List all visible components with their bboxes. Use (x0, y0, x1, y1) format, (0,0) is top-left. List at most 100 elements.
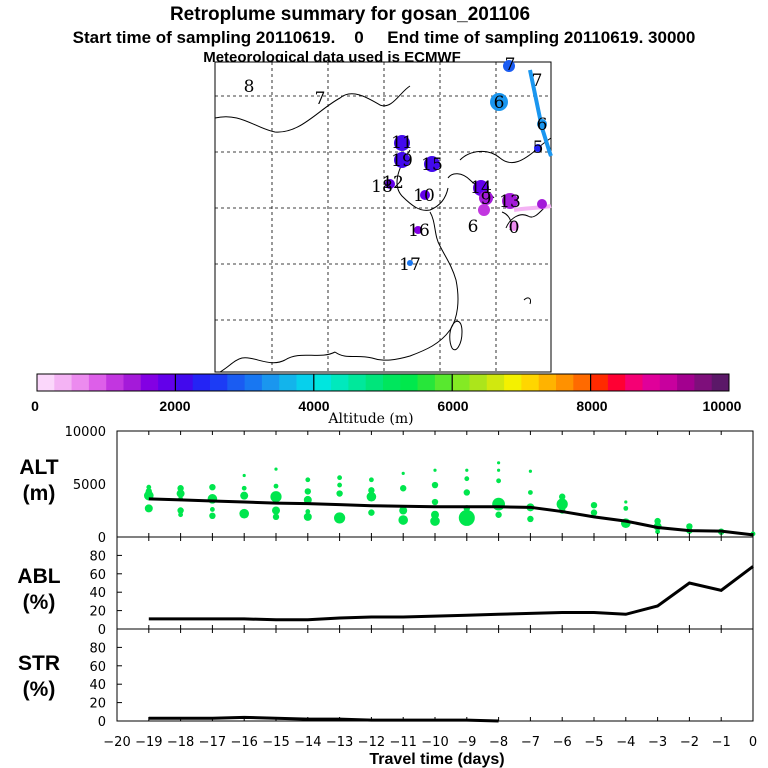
x-tick-label: −8 (489, 735, 508, 750)
x-tick-label: −16 (230, 735, 257, 750)
colorbar-swatch (140, 374, 159, 391)
colorbar-swatch (313, 374, 332, 391)
colorbar-swatch (158, 374, 176, 391)
alt-ytick: 0 (98, 531, 106, 546)
colorbar-swatch (192, 374, 211, 391)
colorbar-swatch (556, 374, 574, 391)
map-panel: 8 7 7 7 6 6 5 11 19 15 18 12 10 14 9 13 … (214, 55, 553, 373)
colorbar-swatch (296, 374, 315, 391)
colorbar-swatch (244, 374, 263, 391)
colorbar-swatch (711, 374, 730, 391)
colorbar-swatch (573, 374, 592, 391)
abl-ytick: 20 (89, 605, 106, 620)
alt-point (559, 493, 566, 500)
alt-scatter (144, 461, 756, 537)
plume-label: 17 (399, 255, 421, 275)
alt-point (242, 473, 246, 478)
plume-label: 5 (533, 138, 544, 158)
colorbar-swatch (452, 374, 470, 391)
str-ytick: 80 (89, 641, 106, 656)
colorbar-swatch (538, 374, 557, 391)
alt-point (337, 475, 342, 481)
x-tick-label: −17 (199, 735, 226, 750)
colorbar-swatch (659, 374, 678, 391)
alt-point (623, 505, 629, 511)
colorbar-swatch (227, 374, 246, 391)
colorbar-swatch (677, 374, 695, 391)
colorbar-swatch (383, 374, 401, 391)
alt-point (624, 500, 628, 504)
abl-ytick: 60 (89, 568, 106, 583)
colorbar-swatch (365, 374, 384, 391)
alt-point (433, 468, 437, 472)
alt-point (176, 489, 185, 498)
alt-point (334, 512, 346, 524)
colorbar-swatch (486, 374, 505, 391)
abl-unit: (%) (23, 591, 56, 614)
abl-line (148, 565, 754, 622)
plume-label: 7 (505, 55, 516, 75)
alt-point (240, 491, 249, 500)
colorbar-swatch (88, 374, 107, 391)
str-ytick: 40 (89, 678, 106, 693)
colorbar-swatch (434, 374, 453, 391)
plume-label: 18 (371, 177, 393, 197)
plume-label: 14 (470, 178, 492, 198)
plume-label: 11 (391, 133, 413, 153)
alt-point (528, 469, 533, 473)
abl-yticks: 80 60 40 20 0 (89, 549, 122, 638)
alt-point (497, 468, 501, 472)
alt-median-line (148, 497, 754, 537)
trajectory-paths (385, 60, 553, 266)
colorbar-swatch (37, 374, 55, 391)
abl-ytick: 0 (98, 623, 106, 638)
x-axis-label: Travel time (days) (369, 751, 504, 768)
plume-label: 12 (382, 173, 404, 193)
colorbar-swatch (175, 374, 194, 391)
alt-point (556, 498, 568, 510)
x-tick-label: −15 (262, 735, 289, 750)
alt-point (305, 477, 311, 483)
alt-point (274, 467, 278, 471)
alt-point (492, 497, 505, 511)
alt-point (209, 512, 216, 519)
alt-point (590, 509, 598, 516)
colorbar-tick: 0 (31, 398, 39, 414)
alt-point (401, 471, 405, 475)
x-tick-label: −13 (326, 735, 353, 750)
colorbar-swatch (590, 374, 609, 391)
x-tick-label: −3 (648, 735, 667, 750)
x-tick-label: −14 (294, 735, 321, 750)
abl-label: ABL (17, 565, 60, 588)
alt-point (431, 481, 439, 489)
alt-point (368, 487, 375, 494)
x-tick-label: −11 (389, 735, 416, 750)
colorbar-swatch (607, 374, 626, 391)
str-ytick: 60 (89, 660, 106, 675)
alt-point (177, 507, 184, 514)
colorbar-swatch (417, 374, 436, 391)
alt-point (144, 504, 153, 513)
x-tick-label: 0 (749, 735, 757, 750)
colorbar-swatch (261, 374, 280, 391)
alt-label: ALT (19, 456, 58, 479)
alt-point (273, 483, 279, 489)
colorbar-ticks: 0 2000 4000 6000 8000 10000 (31, 398, 742, 414)
plume-label: 10 (413, 186, 435, 206)
x-tick-label: −9 (457, 735, 476, 750)
alt-point (209, 483, 216, 491)
alt-point (463, 489, 470, 496)
str-yticks: 80 60 40 20 0 (89, 641, 122, 730)
alt-point (177, 485, 184, 492)
colorbar-swatch (642, 374, 661, 391)
colorbar-swatch (504, 374, 522, 391)
alt-point (270, 491, 282, 503)
str-label: STR (18, 652, 60, 675)
colorbar-swatch (210, 374, 228, 391)
alt-point (399, 506, 408, 515)
x-tick-label: −18 (167, 735, 194, 750)
figure-title: Retroplume summary for gosan_201106 (170, 4, 530, 25)
altitude-colorbar (36, 373, 730, 392)
alt-point (337, 482, 342, 488)
